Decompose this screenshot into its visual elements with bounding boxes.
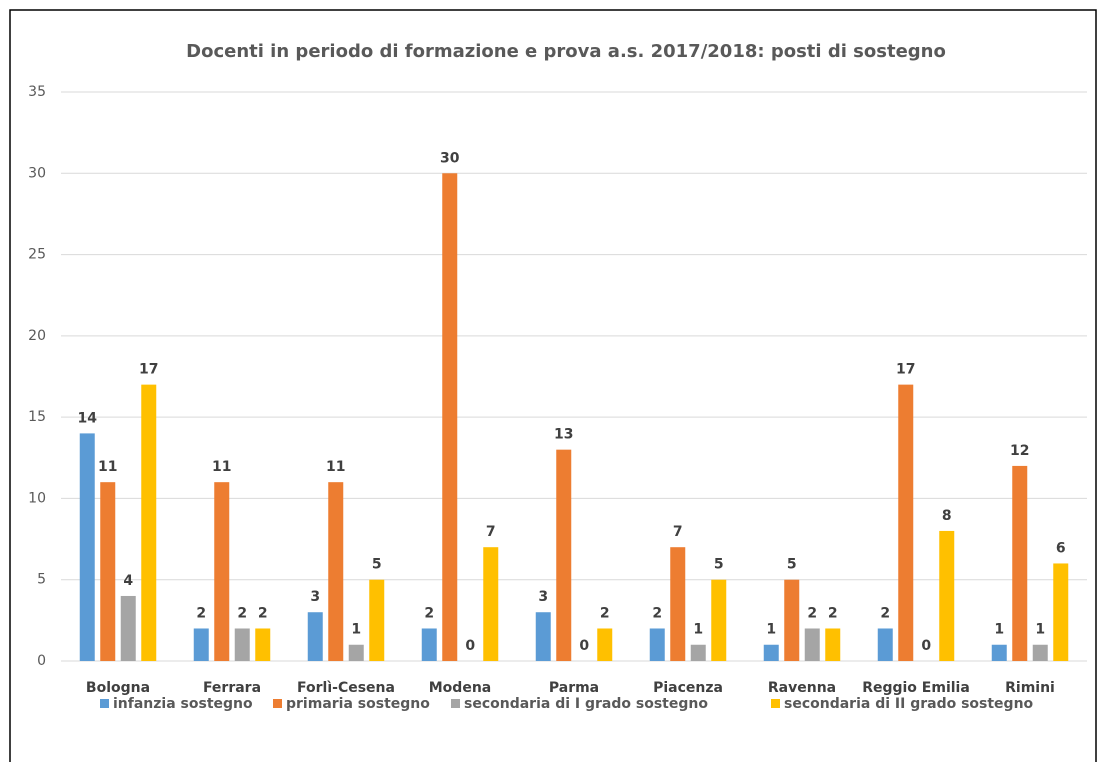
bar <box>991 644 1007 661</box>
bar <box>255 628 271 661</box>
value-label: 5 <box>787 557 797 573</box>
y-tick-label: 35 <box>28 84 46 100</box>
bar <box>597 628 613 661</box>
bar <box>442 173 458 662</box>
bar <box>649 628 665 661</box>
y-tick-label: 15 <box>28 409 46 425</box>
x-tick-label: Ferrara <box>203 680 261 696</box>
chart-border <box>9 9 1097 762</box>
y-tick-label: 0 <box>37 653 46 669</box>
bar <box>1053 563 1069 661</box>
value-label: 2 <box>600 605 610 621</box>
x-tick-label: Rimini <box>1005 680 1055 696</box>
bar <box>120 595 136 661</box>
legend-swatch <box>100 699 109 708</box>
x-tick-label: Forlì-Cesena <box>297 680 395 696</box>
bar <box>763 644 779 661</box>
chart-title: Docenti in periodo di formazione e prova… <box>186 41 946 62</box>
value-label: 13 <box>554 427 573 443</box>
x-tick-label: Ravenna <box>768 680 836 696</box>
value-label: 11 <box>212 459 231 475</box>
bar <box>193 628 209 661</box>
bar <box>690 644 706 661</box>
value-label: 2 <box>807 605 817 621</box>
bar <box>784 579 800 661</box>
value-label: 0 <box>465 638 475 654</box>
bar <box>307 612 323 661</box>
x-tick-label: Modena <box>429 680 491 696</box>
value-label: 6 <box>1056 540 1066 556</box>
value-label: 11 <box>326 459 345 475</box>
y-tick-label: 10 <box>28 490 46 506</box>
bar <box>214 482 230 661</box>
bar <box>804 628 820 661</box>
bar <box>1012 465 1028 661</box>
value-label: 1 <box>1035 622 1045 638</box>
value-label: 4 <box>123 573 133 589</box>
x-tick-label: Bologna <box>86 680 150 696</box>
value-label: 0 <box>921 638 931 654</box>
bar <box>1032 644 1048 661</box>
value-label: 17 <box>139 362 158 378</box>
value-label: 2 <box>828 605 838 621</box>
value-label: 1 <box>351 622 361 638</box>
bar <box>711 579 727 661</box>
value-label: 5 <box>714 557 724 573</box>
bar <box>825 628 841 661</box>
bar <box>898 384 914 661</box>
bar <box>141 384 157 661</box>
value-label: 12 <box>1010 443 1029 459</box>
bar <box>939 530 955 661</box>
x-tick-label: Piacenza <box>653 680 723 696</box>
value-label: 30 <box>440 150 460 166</box>
value-label: 0 <box>579 638 589 654</box>
value-label: 5 <box>372 557 382 573</box>
bar <box>328 482 344 661</box>
value-label: 3 <box>538 589 548 605</box>
value-label: 2 <box>196 605 206 621</box>
value-label: 2 <box>258 605 268 621</box>
bar <box>877 628 893 661</box>
bar <box>79 433 95 661</box>
bar <box>670 547 686 661</box>
legend-label: secondaria di I grado sostegno <box>464 696 708 712</box>
bar <box>234 628 250 661</box>
value-label: 2 <box>237 605 247 621</box>
bar <box>100 482 116 661</box>
value-label: 11 <box>98 459 117 475</box>
legend-swatch <box>451 699 460 708</box>
y-tick-label: 30 <box>28 165 46 181</box>
value-label: 2 <box>880 605 890 621</box>
value-label: 7 <box>486 524 496 540</box>
value-label: 7 <box>673 524 683 540</box>
value-label: 1 <box>766 622 776 638</box>
bar <box>421 628 437 661</box>
legend-label: infanzia sostegno <box>113 696 253 712</box>
y-tick-label: 25 <box>28 247 46 263</box>
value-label: 2 <box>424 605 434 621</box>
value-label: 1 <box>994 622 1004 638</box>
value-label: 3 <box>310 589 320 605</box>
value-label: 14 <box>78 410 98 426</box>
bar <box>556 449 572 661</box>
legend-swatch <box>771 699 780 708</box>
legend-label: primaria sostegno <box>286 696 430 712</box>
x-tick-label: Reggio Emilia <box>862 680 970 696</box>
y-tick-label: 5 <box>37 572 46 588</box>
bar <box>535 612 551 661</box>
value-label: 2 <box>652 605 662 621</box>
bar <box>483 547 499 661</box>
y-tick-label: 20 <box>28 328 46 344</box>
bar <box>369 579 385 661</box>
value-label: 1 <box>693 622 703 638</box>
value-label: 8 <box>942 508 952 524</box>
legend-swatch <box>273 699 282 708</box>
value-label: 17 <box>896 362 915 378</box>
legend-label: secondaria di II grado sostegno <box>784 696 1034 712</box>
bar <box>348 644 364 661</box>
x-tick-label: Parma <box>549 680 599 696</box>
